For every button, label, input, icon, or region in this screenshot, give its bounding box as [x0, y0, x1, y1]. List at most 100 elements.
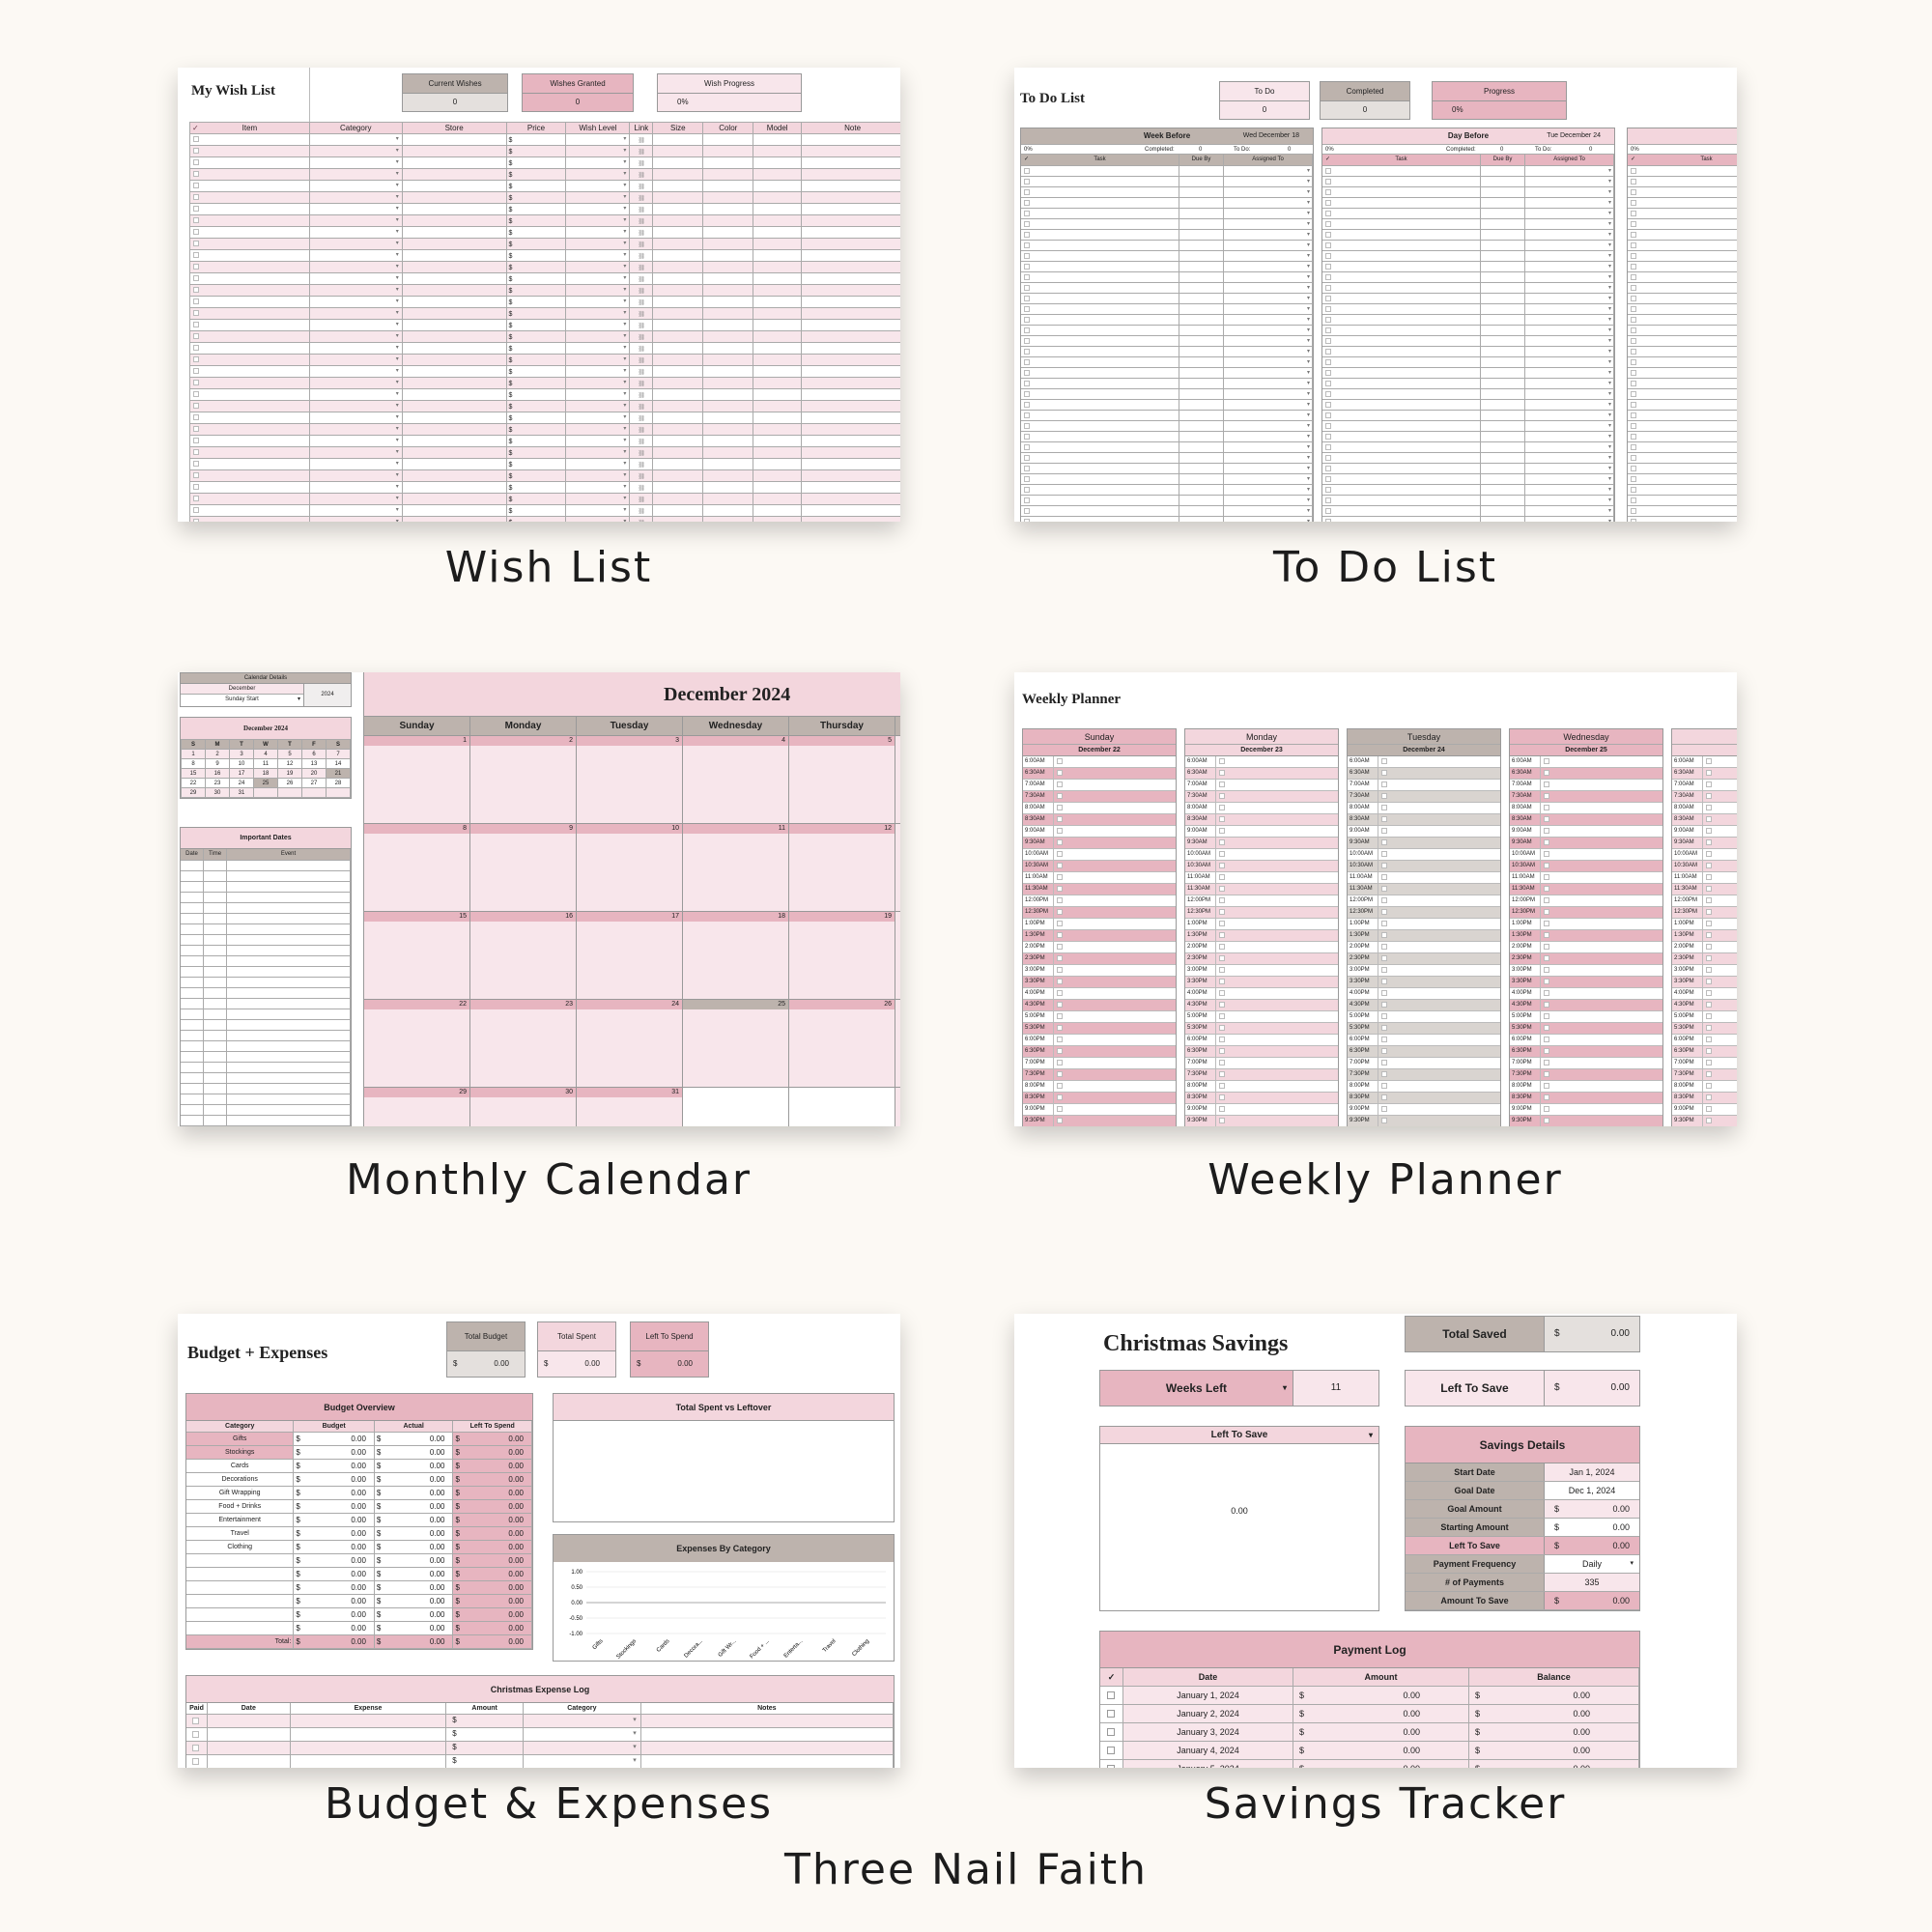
checkbox-icon[interactable] — [1544, 1037, 1549, 1042]
wish-cell[interactable] — [403, 517, 507, 522]
calendar-day-cell[interactable]: 5 — [789, 736, 895, 823]
checkbox-icon[interactable] — [1706, 1025, 1712, 1031]
checkbox-icon[interactable] — [1024, 370, 1030, 376]
calendar-day-cell[interactable]: 19 — [789, 912, 895, 999]
todo-cell[interactable] — [1179, 219, 1224, 229]
log-cell[interactable] — [291, 1755, 447, 1768]
todo-row[interactable]: ▾ — [1628, 177, 1737, 187]
wish-cell[interactable] — [703, 470, 754, 481]
wish-cell[interactable] — [190, 494, 310, 504]
slot-cell[interactable] — [1541, 791, 1662, 802]
wish-cell[interactable] — [653, 273, 704, 284]
time-slot[interactable]: 9:00PM — [1023, 1104, 1176, 1116]
wish-table-row[interactable]: ▾$▾⛓ — [189, 436, 900, 447]
time-slot[interactable]: 8:00AM — [1023, 803, 1176, 814]
checkbox-icon[interactable] — [193, 403, 199, 409]
wish-cell[interactable] — [703, 169, 754, 180]
mini-date[interactable]: 3 — [229, 749, 254, 759]
important-cell[interactable] — [181, 871, 204, 881]
details-row[interactable]: Payment Frequency Daily ▾ — [1406, 1555, 1639, 1574]
todo-cell[interactable]: ▾ — [1525, 219, 1614, 229]
payment-money-cell[interactable]: $0.00 — [1293, 1760, 1469, 1768]
wish-cell[interactable]: ⛓ — [630, 378, 654, 388]
link-icon[interactable]: ⛓ — [638, 486, 645, 492]
mini-date[interactable]: 29 — [181, 787, 206, 798]
time-slot[interactable]: 12:30PM — [1185, 907, 1338, 919]
wish-cell[interactable]: ▾ — [310, 355, 403, 365]
checkbox-icon[interactable] — [1544, 1071, 1549, 1077]
todo-cell[interactable]: ▾ — [1224, 336, 1313, 346]
todo-row[interactable]: ▾ — [1021, 453, 1313, 464]
checkbox-icon[interactable] — [193, 507, 199, 513]
time-slot[interactable]: 7:30PM — [1348, 1069, 1500, 1081]
overview-money-cell[interactable]: $0.00 — [294, 1514, 375, 1526]
calendar-day-cell[interactable]: 16 — [470, 912, 577, 999]
wish-cell[interactable] — [653, 285, 704, 296]
checkbox-icon[interactable] — [1631, 264, 1636, 270]
todo-cell[interactable] — [1021, 272, 1179, 282]
slot-cell[interactable] — [1703, 849, 1737, 860]
todo-row[interactable]: ▾ — [1322, 251, 1614, 262]
link-icon[interactable]: ⛓ — [638, 254, 645, 260]
important-cell[interactable] — [227, 935, 351, 945]
checkbox-icon[interactable] — [1107, 1710, 1115, 1718]
wish-cell[interactable]: ⛓ — [630, 169, 654, 180]
wish-cell[interactable] — [802, 331, 900, 342]
checkbox-icon[interactable] — [1107, 1765, 1115, 1768]
slot-cell[interactable] — [1378, 895, 1500, 906]
slot-cell[interactable] — [1541, 1035, 1662, 1045]
checkbox-icon[interactable] — [1219, 1094, 1225, 1100]
checkbox-icon[interactable] — [1325, 391, 1331, 397]
wish-cell[interactable] — [190, 505, 310, 516]
time-slot[interactable]: 9:30AM — [1672, 838, 1737, 849]
details-row[interactable]: Goal Amount $0.00 — [1406, 1500, 1639, 1519]
todo-row[interactable]: ▾ — [1021, 230, 1313, 241]
todo-cell[interactable] — [1481, 411, 1525, 420]
wish-cell[interactable] — [753, 424, 803, 435]
wish-cell[interactable] — [703, 157, 754, 168]
wish-cell[interactable]: ⛓ — [630, 146, 654, 156]
calendar-day-cell[interactable]: 24 — [577, 1000, 683, 1087]
important-cell[interactable] — [227, 893, 351, 902]
checkbox-icon[interactable] — [1057, 1025, 1063, 1031]
checkbox-icon[interactable] — [1544, 793, 1549, 799]
time-slot[interactable]: 6:30PM — [1510, 1046, 1662, 1058]
time-slot[interactable]: 6:30PM — [1023, 1046, 1176, 1058]
checkbox-icon[interactable] — [1219, 921, 1225, 926]
todo-cell[interactable] — [1179, 379, 1224, 388]
time-slot[interactable]: 8:30AM — [1510, 814, 1662, 826]
todo-row[interactable]: ▾ — [1322, 315, 1614, 326]
time-slot[interactable]: 2:30PM — [1510, 953, 1662, 965]
overview-money-cell[interactable]: $0.00 — [374, 1433, 454, 1445]
todo-row[interactable]: ▾ — [1322, 400, 1614, 411]
slot-cell[interactable] — [1216, 768, 1338, 779]
wish-cell[interactable] — [653, 250, 704, 261]
wish-cell[interactable] — [703, 331, 754, 342]
todo-cell[interactable]: ▾ — [1224, 326, 1313, 335]
checkbox-icon[interactable] — [1381, 851, 1387, 857]
checkbox-icon[interactable] — [1381, 1060, 1387, 1065]
checkbox-icon[interactable] — [1381, 990, 1387, 996]
start-select[interactable]: Sunday Start ▾ — [181, 695, 303, 705]
wish-cell[interactable] — [653, 331, 704, 342]
log-cell[interactable] — [208, 1728, 291, 1741]
todo-cell[interactable]: ▾ — [1224, 442, 1313, 452]
slot-cell[interactable] — [1703, 1081, 1737, 1092]
checkbox-icon[interactable] — [1057, 979, 1063, 984]
slot-cell[interactable] — [1378, 1011, 1500, 1022]
wish-cell[interactable]: ▾ — [566, 204, 631, 214]
important-cell[interactable] — [181, 893, 204, 902]
important-row[interactable] — [181, 967, 351, 978]
wish-cell[interactable] — [653, 424, 704, 435]
wish-cell[interactable] — [403, 389, 507, 400]
checkbox-icon[interactable] — [1057, 1013, 1063, 1019]
todo-cell[interactable]: ▾ — [1525, 187, 1614, 197]
todo-cell[interactable] — [1628, 474, 1737, 484]
wish-cell[interactable]: ⛓ — [630, 134, 654, 145]
todo-cell[interactable] — [1179, 177, 1224, 186]
time-slot[interactable]: 7:30PM — [1185, 1069, 1338, 1081]
time-slot[interactable]: 3:00PM — [1672, 965, 1737, 977]
wish-table-row[interactable]: ▾$▾⛓ — [189, 494, 900, 505]
time-slot[interactable]: 12:00PM — [1023, 895, 1176, 907]
checkbox-icon[interactable] — [1381, 909, 1387, 915]
